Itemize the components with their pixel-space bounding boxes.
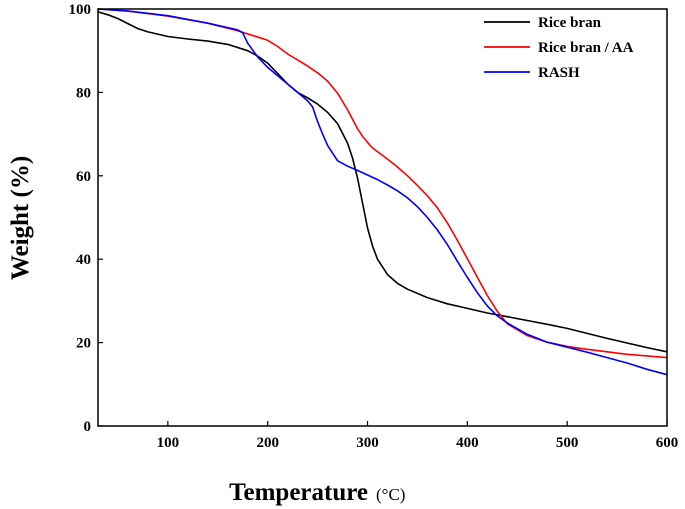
x-tick-label: 400 xyxy=(456,435,479,451)
y-tick-label: 100 xyxy=(69,2,92,18)
series-line-1 xyxy=(97,8,668,359)
y-axis-title: Weight (%) xyxy=(7,156,34,280)
series-lines xyxy=(97,8,668,376)
legend-label-2: RASH xyxy=(538,65,580,81)
y-tick-label: 40 xyxy=(76,252,91,268)
x-axis-title: Temperature xyxy=(229,479,368,506)
legend: Rice bran Rice bran / AA RASH xyxy=(484,15,634,81)
plot-frame xyxy=(97,8,668,427)
x-tick-label: 100 xyxy=(157,435,180,451)
x-tick-label: 500 xyxy=(556,435,579,451)
y-tick-label: 80 xyxy=(76,85,91,101)
y-tick-label: 60 xyxy=(76,169,91,185)
x-tick-label: 200 xyxy=(256,435,279,451)
axis-ticks: 100 200 300 400 500 600 0 20 40 60 80 100 xyxy=(69,2,679,451)
x-tick-label: 300 xyxy=(356,435,379,451)
series-line-2 xyxy=(97,8,668,376)
series-line-0 xyxy=(97,11,668,353)
x-axis-unit: (°C) xyxy=(376,485,405,504)
x-axis-title-text: Temperature xyxy=(229,479,368,506)
y-tick-label: 20 xyxy=(76,336,91,352)
y-tick-label: 0 xyxy=(84,419,92,435)
x-tick-label: 600 xyxy=(656,435,679,451)
legend-label-1: Rice bran / AA xyxy=(538,40,634,56)
legend-label-0: Rice bran xyxy=(538,15,602,31)
